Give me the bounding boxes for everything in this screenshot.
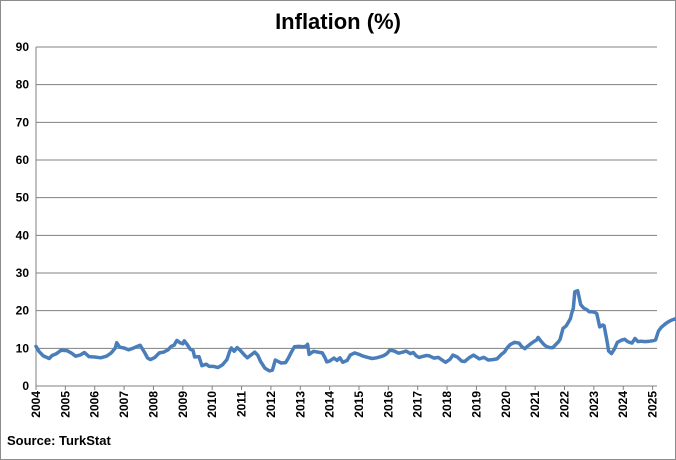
x-tick-label: 2013 (293, 391, 307, 418)
x-tick-label: 2018 (440, 391, 454, 418)
axes (35, 47, 657, 390)
y-tick-label: 10 (16, 341, 30, 355)
x-tick-label: 2023 (587, 391, 601, 418)
x-tick-label: 2020 (499, 391, 513, 418)
x-tick-label: 2004 (29, 391, 43, 418)
source-note: Source: TurkStat (7, 433, 111, 448)
y-tick-labels: 0 10 20 30 40 50 60 70 80 90 (16, 40, 30, 393)
y-tick-label: 40 (16, 228, 30, 242)
y-tick-label: 60 (16, 153, 30, 167)
x-tick-label: 2010 (205, 391, 219, 418)
x-tick-label: 2014 (323, 391, 337, 418)
y-tick-label: 50 (16, 191, 30, 205)
x-tick-label: 2016 (381, 391, 395, 418)
x-tick-label: 2006 (88, 391, 102, 418)
y-tick-label: 70 (16, 115, 30, 129)
series-lines (34, 288, 676, 373)
x-tick-label: 2009 (176, 391, 190, 418)
chart-title: Inflation (%) (275, 9, 401, 34)
x-tick-label: 2019 (469, 391, 483, 418)
x-tick-label: 2005 (58, 391, 72, 418)
x-tick-label: 2021 (528, 391, 542, 418)
y-tick-label: 80 (16, 78, 30, 92)
x-tick-label: 2007 (117, 391, 131, 418)
y-tick-label: 0 (22, 379, 29, 393)
x-tick-label: 2025 (646, 391, 660, 418)
x-tick-label: 2012 (264, 391, 278, 418)
series-line-0 (34, 288, 676, 373)
x-tick-label: 2022 (558, 391, 572, 418)
y-tick-label: 30 (16, 266, 30, 280)
x-tick-label: 2015 (352, 391, 366, 418)
x-tick-label: 2008 (146, 391, 160, 418)
gridlines (36, 46, 657, 349)
y-tick-label: 20 (16, 304, 30, 318)
x-tick-labels: 2004 2005 2006 2007 2008 2009 2010 2011 2012 2013… (29, 391, 660, 418)
x-tick-label: 2024 (616, 391, 630, 418)
x-tick-label: 2017 (411, 391, 425, 418)
y-tick-label: 90 (16, 40, 30, 54)
x-tick-label: 2011 (235, 391, 249, 417)
